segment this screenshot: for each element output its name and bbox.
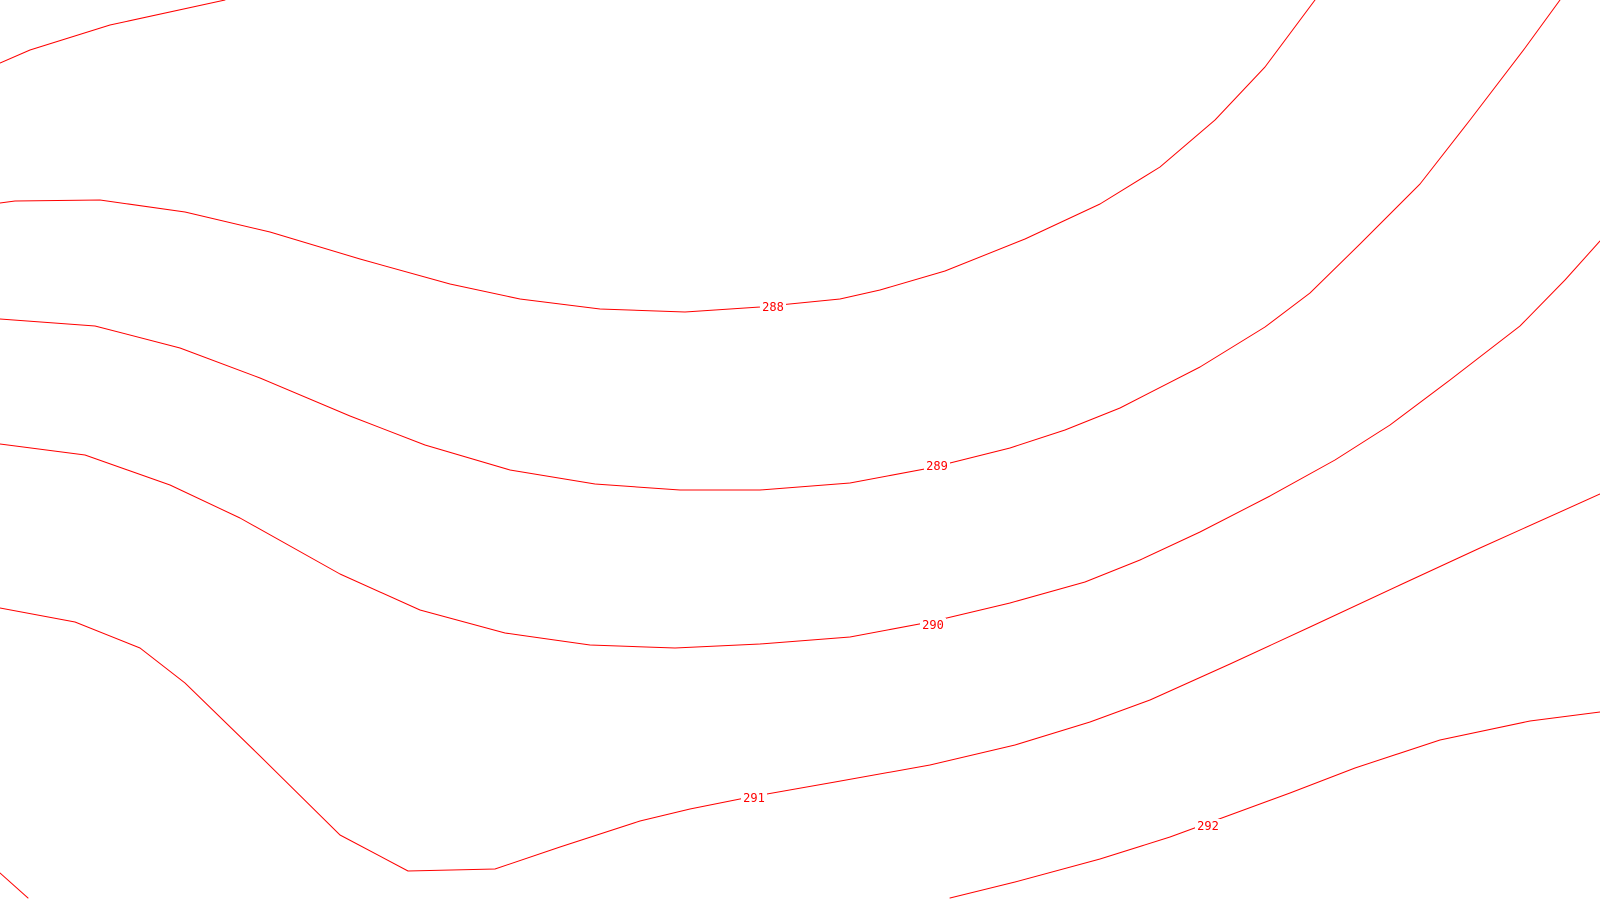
- contour-label-289-group: 289: [924, 459, 950, 473]
- contour-line-288: [0, 0, 1316, 313]
- contour-label-288: 288: [762, 300, 784, 314]
- contour-line-292: [949, 711, 1600, 899]
- contour-label-290: 290: [922, 618, 944, 632]
- contour-label-292-group: 292: [1195, 819, 1221, 833]
- contour-label-291: 291: [743, 791, 765, 805]
- contour-line-291: [0, 493, 1600, 872]
- contour-line-unlabeled-corner: [0, 872, 29, 899]
- contour-label-288-group: 288: [760, 300, 786, 314]
- contour-label-290-group: 290: [920, 618, 946, 632]
- contour-label-291-group: 291: [741, 791, 767, 805]
- contour-line-unlabeled-top: [0, 0, 226, 64]
- contour-label-289: 289: [926, 459, 948, 473]
- contour-label-292: 292: [1197, 819, 1219, 833]
